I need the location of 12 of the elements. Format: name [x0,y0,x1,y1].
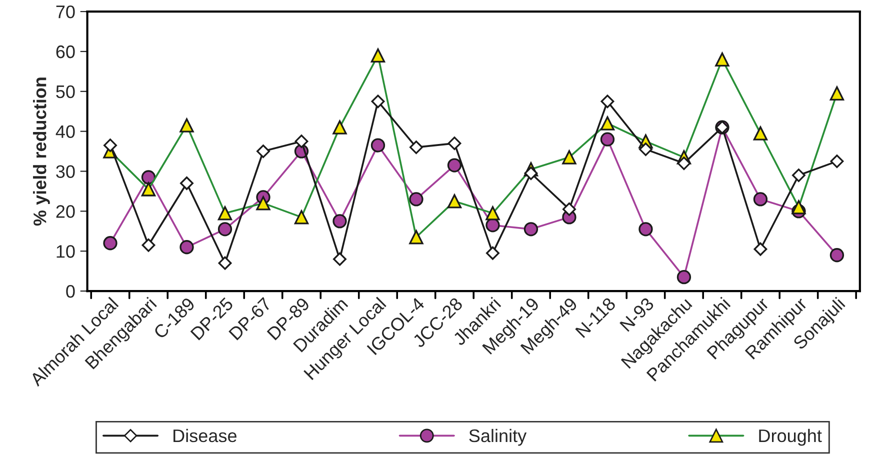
y-tick-label: 60 [56,45,75,58]
y-tick-label: 70 [56,5,75,18]
legend-label: Salinity [469,428,527,446]
legend-label: Disease [174,428,236,442]
y-tick-label: 30 [56,165,75,178]
y-axis-title: % yield reduction [33,78,50,226]
y-tick-label: 10 [56,245,75,258]
y-tick-label: 40 [56,125,75,138]
y-tick-label: 0 [66,284,75,298]
y-tick-label: 20 [56,205,75,218]
legend-label: Drought [759,428,822,446]
y-tick-label: 50 [56,85,75,98]
